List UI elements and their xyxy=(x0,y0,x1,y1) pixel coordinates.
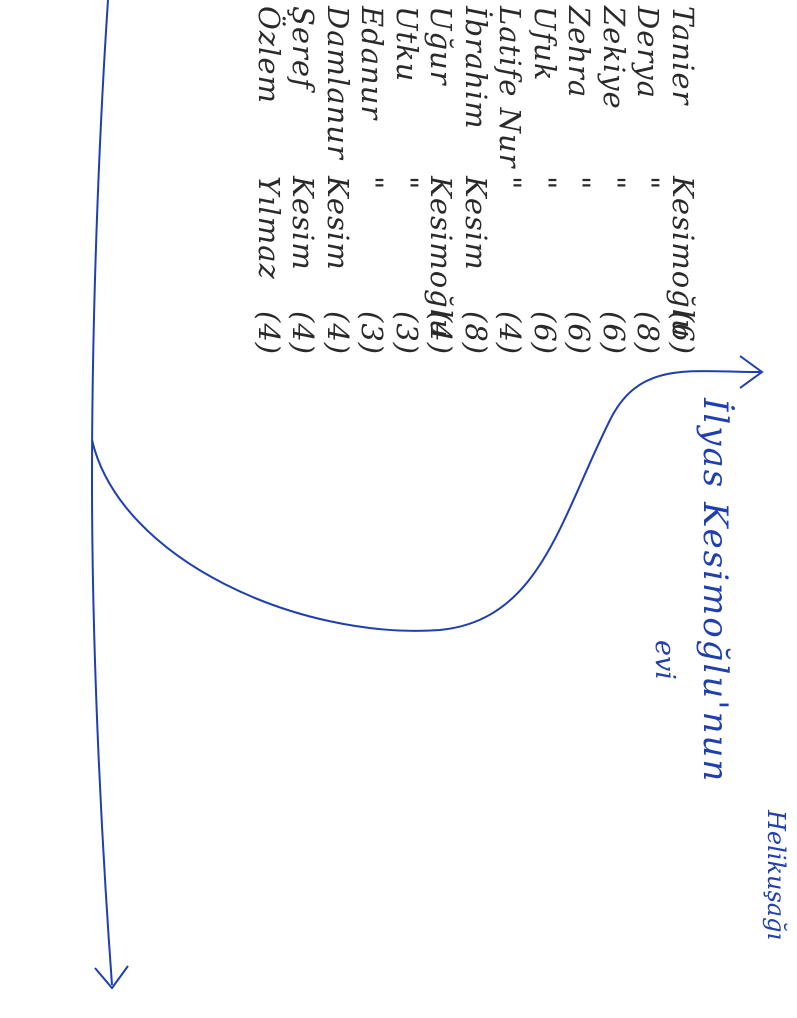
list-item: Zehra " (6) xyxy=(562,6,597,356)
list-item: Özlem Yılmaz (4) xyxy=(252,6,286,356)
list-item: Uğur Kesimoğlu (4) xyxy=(424,6,459,356)
list-item: Zekiye " (6) xyxy=(597,6,631,356)
vertical-line xyxy=(90,0,113,986)
curve-line xyxy=(91,370,761,632)
tree-label: Helikuşağı xyxy=(762,810,790,941)
name-list: Tanier Kesimoğlu (6) Derya " (8) Zekiye " (6) … xyxy=(252,6,700,606)
list-item: Ufuk " (6) xyxy=(528,6,562,356)
list-item: Edanur " (3) xyxy=(355,6,390,356)
list-item: Latife Nur " (4) xyxy=(493,6,528,356)
list-item: İbrahim Kesim (8) xyxy=(459,6,493,356)
house-label-line2: evi xyxy=(649,640,680,680)
list-item: Derya " (8) xyxy=(631,6,666,356)
list-item: Şeref Kesim (4) xyxy=(286,6,321,356)
arrow-tip-right xyxy=(739,355,764,389)
list-item: Utku " (3) xyxy=(390,6,424,356)
arrow-tip-bottom xyxy=(94,965,129,990)
list-item: Damlanur Kesim (4) xyxy=(321,6,355,356)
house-label: İlyas Kesimoğlu'nun xyxy=(695,398,735,784)
